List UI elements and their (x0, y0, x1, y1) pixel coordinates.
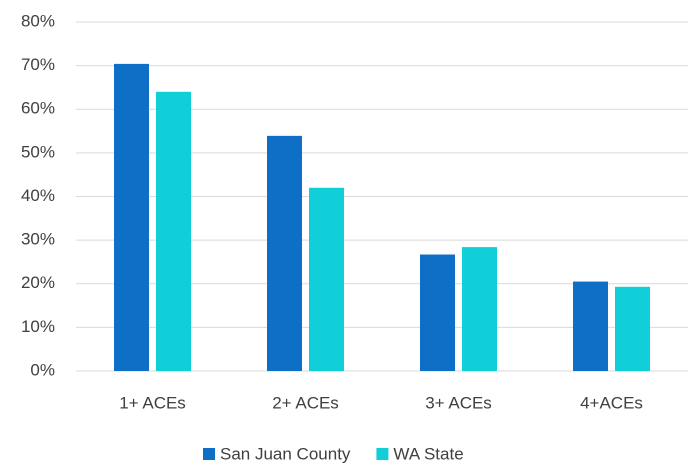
bar (615, 286, 650, 371)
y-tick-label: 80% (21, 11, 55, 30)
bar (573, 281, 608, 371)
bar (309, 187, 344, 371)
legend-swatch (376, 448, 389, 460)
bar (156, 91, 191, 372)
x-tick-label: 3+ ACEs (425, 393, 492, 412)
legend-label: WA State (393, 444, 463, 463)
bar (462, 247, 497, 371)
y-tick-label: 10% (21, 317, 55, 336)
bar (114, 63, 149, 371)
legend-swatch (203, 448, 215, 460)
y-tick-label: 40% (21, 186, 55, 205)
y-tick-label: 70% (21, 55, 55, 74)
x-tick-label: 1+ ACEs (119, 393, 186, 412)
y-tick-label: 60% (21, 99, 55, 118)
bar (420, 254, 455, 371)
y-tick-label: 30% (21, 230, 55, 249)
y-tick-label: 0% (30, 360, 55, 379)
x-tick-label: 4+ACEs (580, 393, 643, 412)
x-tick-label: 2+ ACEs (272, 393, 339, 412)
legend-label: San Juan County (220, 444, 351, 463)
y-tick-label: 50% (21, 142, 55, 161)
bar (267, 135, 302, 371)
y-tick-label: 20% (21, 273, 55, 292)
